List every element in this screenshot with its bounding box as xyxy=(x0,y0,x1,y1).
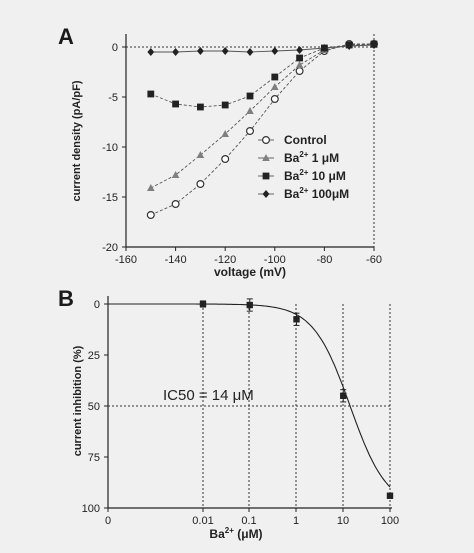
b-ytick-label-2: 50 xyxy=(88,401,100,413)
panel-b-chart: 0 0.01 0.1 1 10 100 0 25 50 75 100 IC50 = 14 μM Ba… xyxy=(72,296,399,541)
a-point-3-3 xyxy=(221,47,229,55)
a-series-line-2 xyxy=(150,43,375,108)
a-point-0-3 xyxy=(221,155,230,164)
a-ytick-label-0: 0 xyxy=(112,42,118,54)
a-point-3-4 xyxy=(246,48,254,56)
a-point-2-0 xyxy=(147,90,155,98)
a-point-2-4 xyxy=(246,92,254,100)
b-xtick-label-1: 0.01 xyxy=(192,515,213,527)
panel-b-xlabel: Ba2+ (μM) xyxy=(209,526,262,541)
a-series-3 xyxy=(147,41,378,56)
a-ytick-label-2: -10 xyxy=(102,142,118,154)
a-point-2-2 xyxy=(197,103,204,111)
a-point-1-3 xyxy=(221,130,229,137)
a-point-3-7 xyxy=(321,44,328,52)
b-point-4 xyxy=(386,492,394,499)
b-xtick-label-3: 1 xyxy=(293,515,299,527)
b-point-0 xyxy=(199,300,207,308)
ic50-annotation: IC50 = 14 μM xyxy=(163,387,254,404)
a-legend-marker-1 xyxy=(262,154,270,161)
a-point-3-1 xyxy=(172,48,179,56)
b-xtick-label-5: 100 xyxy=(381,515,399,527)
a-xtick-label-5: -60 xyxy=(366,254,382,266)
a-point-1-2 xyxy=(196,151,205,158)
panel-a-letter: A xyxy=(58,24,74,49)
a-legend-label-0: Control xyxy=(284,133,327,147)
a-point-0-5 xyxy=(270,94,279,103)
a-point-1-5 xyxy=(271,83,279,90)
panel-a-xlabel: voltage (mV) xyxy=(214,265,286,279)
a-point-3-2 xyxy=(197,47,204,55)
a-legend-marker-0 xyxy=(262,136,271,145)
panel-a-ylabel: current density (pA/pF) xyxy=(71,80,83,201)
a-legend-label-2: Ba2+ 10 μM xyxy=(284,168,346,183)
a-point-3-5 xyxy=(271,47,279,55)
b-point-1 xyxy=(246,301,253,309)
a-point-0-0 xyxy=(146,211,155,220)
b-ytick-label-4: 100 xyxy=(82,503,100,515)
a-ytick-label-1: -5 xyxy=(108,92,118,104)
b-ytick-label-0: 0 xyxy=(94,299,100,311)
panel-a-legend: Control Ba2+ 1 μM Ba2+ 10 μM Ba2+ 100μM xyxy=(258,133,349,201)
b-xtick-label-0: 0 xyxy=(105,515,111,527)
a-xtick-label-0: -160 xyxy=(115,254,137,266)
a-series-line-0 xyxy=(150,43,374,216)
a-point-3-8 xyxy=(345,42,353,50)
a-point-2-6 xyxy=(296,54,303,62)
a-xtick-label-3: -100 xyxy=(264,254,286,266)
a-series-line-1 xyxy=(150,44,374,189)
a-legend-marker-3 xyxy=(262,190,270,198)
b-point-2 xyxy=(293,316,300,323)
a-legend-label-3: Ba2+ 100μM xyxy=(284,186,349,201)
b-xtick-label-2: 0.1 xyxy=(241,515,256,527)
a-point-1-6 xyxy=(295,61,304,68)
b-ytick-label-1: 25 xyxy=(88,350,100,362)
a-ytick-label-4: -20 xyxy=(102,242,118,254)
a-point-0-2 xyxy=(196,180,205,189)
panel-b-ylabel: current inhibition (%) xyxy=(72,345,84,456)
a-legend-marker-2 xyxy=(262,172,270,180)
b-ytick-label-3: 75 xyxy=(88,452,100,464)
a-xtick-label-2: -120 xyxy=(214,254,236,266)
a-point-2-5 xyxy=(271,73,279,81)
a-series-line-3 xyxy=(150,44,375,53)
a-point-0-6 xyxy=(295,66,304,75)
a-point-2-3 xyxy=(221,101,229,109)
a-point-2-1 xyxy=(172,100,179,108)
b-point-3 xyxy=(340,392,347,399)
panel-a-chart: -160 -140 -120 -100 -80 -60 0 -5 -10 -15 -20 volta… xyxy=(71,34,382,279)
a-point-3-6 xyxy=(296,46,303,54)
a-point-1-1 xyxy=(171,171,180,178)
a-point-3-0 xyxy=(147,48,155,56)
a-point-3-9 xyxy=(370,41,378,49)
a-xtick-label-4: -80 xyxy=(316,254,332,266)
a-point-0-1 xyxy=(171,200,180,209)
b-xtick-label-4: 10 xyxy=(337,515,349,527)
a-ytick-label-3: -15 xyxy=(102,192,118,204)
a-legend-label-1: Ba2+ 1 μM xyxy=(284,150,339,165)
a-point-0-4 xyxy=(246,126,255,135)
a-point-1-0 xyxy=(147,184,155,191)
a-xtick-label-1: -140 xyxy=(165,254,187,266)
a-point-1-4 xyxy=(246,107,254,114)
panel-b-letter: B xyxy=(58,286,74,311)
